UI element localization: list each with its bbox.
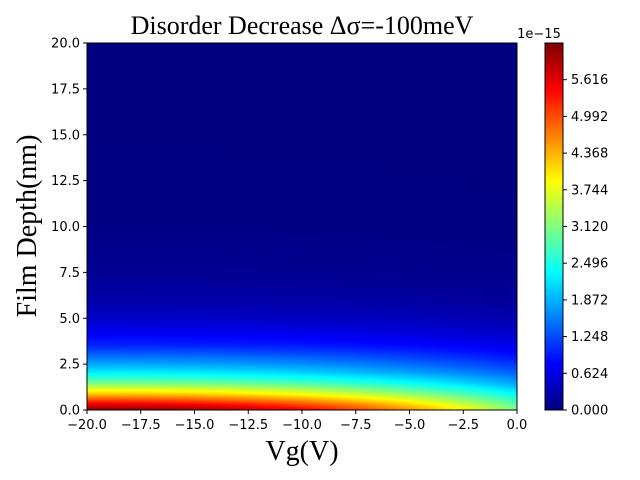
x-tick-label: −15.0 — [175, 418, 215, 433]
y-axis-label: Film Depth(nm) — [12, 135, 43, 318]
colorbar-gradient — [545, 43, 563, 410]
x-axis-ticks: −20.0 −17.5 −15.0 −12.5 −10.0 −7.5 −5.0 −2.5 0.0 — [67, 410, 527, 433]
colorbar-tick-label: 4.992 — [571, 110, 608, 125]
x-tick-label: −20.0 — [67, 418, 107, 433]
y-tick-label: 7.5 — [59, 266, 80, 281]
colorbar-tick-label: 0.000 — [571, 404, 608, 419]
colorbar-offset-label: 1e−15 — [517, 27, 561, 42]
x-tick-label: −12.5 — [228, 418, 268, 433]
y-axis-ticks: 0.0 2.5 5.0 7.5 10.0 12.5 15.0 17.5 20.0 — [51, 37, 87, 419]
y-tick-label: 20.0 — [51, 37, 80, 52]
colorbar: 0.000 0.624 1.248 1.872 2.496 3.120 3.744 4.368… — [517, 27, 608, 419]
y-tick-label: 15.0 — [51, 128, 80, 143]
colorbar-tick-label: 3.120 — [571, 220, 608, 235]
colorbar-tick-label: 2.496 — [571, 257, 608, 272]
y-tick-label: 10.0 — [51, 220, 80, 235]
colorbar-ticks: 0.000 0.624 1.248 1.872 2.496 3.120 3.744 4.368… — [563, 73, 608, 419]
y-tick-label: 2.5 — [59, 358, 80, 373]
x-tick-label: −10.0 — [282, 418, 322, 433]
x-tick-label: −7.5 — [340, 418, 372, 433]
y-tick-label: 0.0 — [59, 404, 80, 419]
y-tick-label: 12.5 — [51, 174, 80, 189]
x-tick-label: −5.0 — [394, 418, 426, 433]
x-tick-label: 0.0 — [507, 418, 528, 433]
colorbar-tick-label: 1.872 — [571, 293, 608, 308]
colorbar-tick-label: 4.368 — [571, 147, 608, 162]
y-tick-label: 17.5 — [51, 82, 80, 97]
y-tick-label: 5.0 — [59, 312, 80, 327]
heatmap-image — [87, 43, 517, 410]
x-tick-label: −2.5 — [447, 418, 479, 433]
x-axis-label: Vg(V) — [265, 436, 338, 467]
colorbar-tick-label: 0.624 — [571, 367, 608, 382]
chart-title: Disorder Decrease Δσ=-100meV — [131, 11, 474, 40]
x-tick-label: −17.5 — [121, 418, 161, 433]
colorbar-tick-label: 5.616 — [571, 73, 608, 88]
heatmap-plot-area — [87, 43, 517, 410]
colorbar-tick-label: 1.248 — [571, 330, 608, 345]
colorbar-tick-label: 3.744 — [571, 183, 608, 198]
